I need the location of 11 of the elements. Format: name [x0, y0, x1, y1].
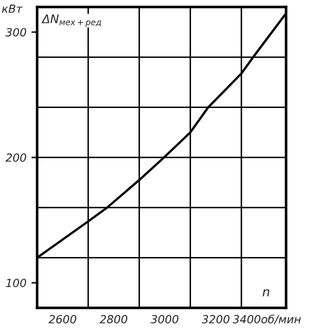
annotation: ΔN$_{мех+ред}$	[41, 14, 102, 27]
y-tick-label: 300	[6, 28, 26, 36]
x-tick-label: 2800	[100, 315, 128, 324]
y-tick-label: 100	[6, 278, 26, 288]
y-axis-title: кВт	[2, 4, 23, 13]
x-tick-label: 3200	[202, 315, 230, 324]
x-tick-label: 3400об/мин	[232, 314, 301, 324]
x-tick-label: 2600	[48, 315, 76, 324]
x-axis-title: n	[262, 289, 270, 296]
x-tick-label: 3000	[150, 315, 178, 324]
y-tick-label: 200	[6, 153, 26, 162]
